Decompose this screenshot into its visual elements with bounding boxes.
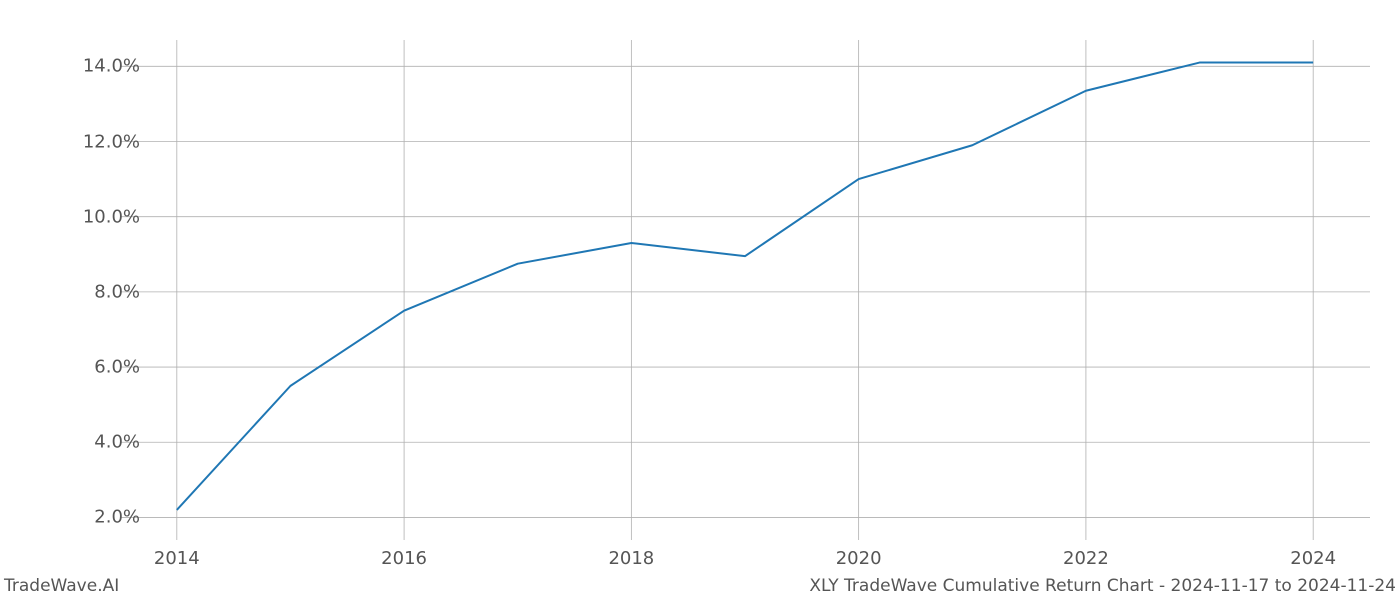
chart-plot-area [120, 40, 1370, 540]
y-axis-tick-label: 6.0% [94, 357, 140, 378]
y-axis-tick-label: 2.0% [94, 507, 140, 528]
y-axis-tick-label: 8.0% [94, 281, 140, 302]
y-axis-tick-label: 14.0% [83, 56, 140, 77]
x-axis-tick-label: 2020 [836, 548, 882, 569]
y-axis-tick-label: 12.0% [83, 131, 140, 152]
x-axis-tick-label: 2018 [608, 548, 654, 569]
footer-right-text: XLY TradeWave Cumulative Return Chart - … [809, 576, 1396, 596]
x-axis-tick-label: 2014 [154, 548, 200, 569]
footer-left-text: TradeWave.AI [4, 576, 119, 596]
x-axis-tick-label: 2022 [1063, 548, 1109, 569]
data-line [177, 63, 1313, 510]
y-axis-tick-label: 10.0% [83, 206, 140, 227]
x-axis-tick-label: 2016 [381, 548, 427, 569]
line-chart-svg [120, 40, 1370, 540]
x-axis-tick-label: 2024 [1290, 548, 1336, 569]
y-axis-tick-label: 4.0% [94, 432, 140, 453]
